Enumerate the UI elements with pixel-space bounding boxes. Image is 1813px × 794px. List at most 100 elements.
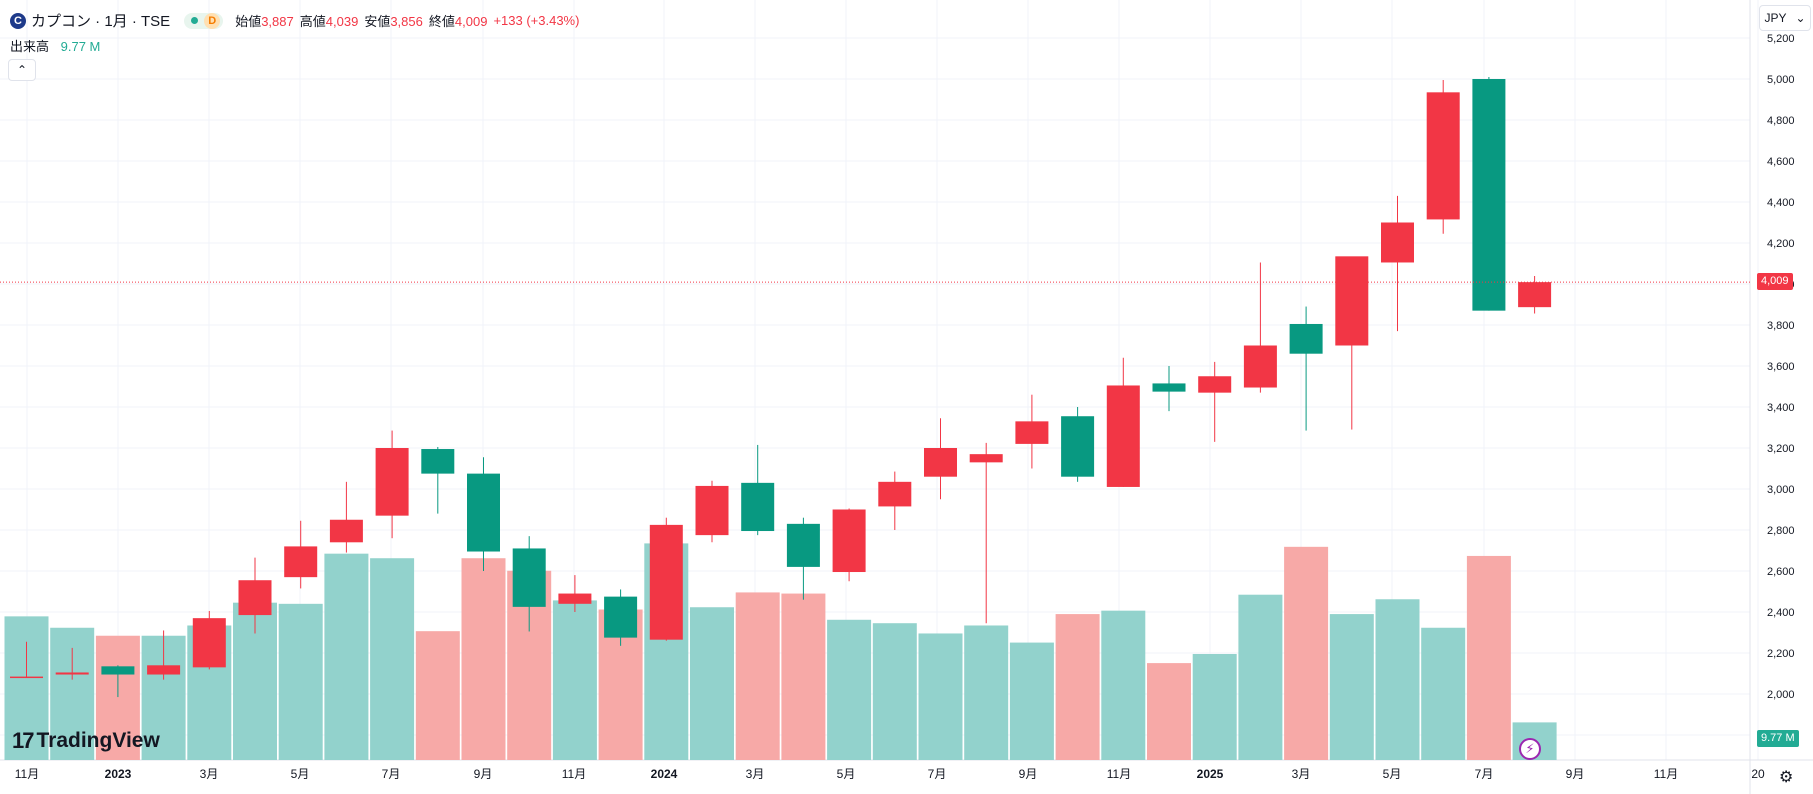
currency-selector[interactable]: JPY ⌄ — [1759, 5, 1811, 31]
y-tick-label: 4,200 — [1767, 238, 1795, 250]
candle-body — [1289, 323, 1323, 354]
volume-bar — [1055, 614, 1100, 760]
volume-bar — [1284, 546, 1329, 760]
candle-body — [329, 519, 363, 543]
ohlc-open: 始値3,887 — [235, 14, 294, 29]
x-tick-label: 9月 — [474, 767, 493, 781]
candle-body — [741, 482, 775, 532]
candle-body — [558, 593, 592, 604]
candle-body — [1015, 421, 1049, 444]
volume-bar — [1466, 555, 1511, 760]
y-tick-label: 5,200 — [1767, 33, 1795, 45]
candle-body — [1106, 385, 1140, 487]
lightning-icon[interactable]: ⚡ — [1519, 738, 1541, 760]
price-axis[interactable]: 5,2005,0004,8004,6004,4004,2004,0003,800… — [1767, 33, 1795, 742]
x-tick-label: 3月 — [746, 767, 765, 781]
candle-body — [192, 618, 226, 668]
x-tick-label: 11月 — [15, 767, 39, 781]
x-tick-label: 11月 — [562, 767, 586, 781]
chevron-down-icon: ⌄ — [1795, 11, 1806, 25]
candle-body — [786, 523, 820, 567]
y-tick-label: 3,200 — [1767, 443, 1795, 455]
volume-bar — [1101, 610, 1146, 760]
x-tick-label: 3月 — [1292, 767, 1311, 781]
volume-bar — [1421, 627, 1466, 760]
volume-bar — [1238, 594, 1283, 760]
volume-bar — [278, 603, 323, 760]
x-tick-label: 5月 — [291, 767, 310, 781]
volume-bar — [4, 616, 49, 760]
x-tick-label: 3月 — [200, 767, 219, 781]
x-tick-label: 7月 — [382, 767, 401, 781]
volume-bars — [4, 543, 1557, 760]
volume-bar — [1192, 653, 1237, 760]
ohlc-low: 安値3,856 — [364, 14, 423, 29]
candle-body — [1426, 92, 1460, 220]
candle-body — [1335, 256, 1369, 346]
candle-body — [604, 596, 638, 638]
tradingview-logo[interactable]: 17 TradingView — [12, 728, 160, 754]
last-volume-label: 9.77 M — [1757, 730, 1799, 747]
time-axis[interactable]: 11月 2023 3月 5月 7月 9月 11月 2024 3月 5月 7月 9月 11月 2025 3月 5… — [15, 767, 1765, 781]
ohlc-change: +133 (+3.43%) — [493, 13, 580, 28]
y-tick-label: 3,000 — [1767, 484, 1795, 496]
volume-bar — [1329, 614, 1374, 760]
volume-label: 出来高 — [10, 39, 50, 54]
candle-body — [1152, 383, 1186, 392]
candle-body — [1381, 222, 1414, 263]
market-status[interactable]: D — [184, 12, 224, 29]
x-tick-label: 2024 — [651, 767, 678, 781]
volume-bar — [552, 600, 597, 760]
y-tick-label: 2,200 — [1767, 648, 1795, 660]
volume-value: 9.77 M — [60, 39, 101, 54]
candle-body — [832, 509, 866, 573]
volume-bar — [461, 558, 506, 760]
y-tick-label: 2,000 — [1767, 689, 1795, 701]
candle-body — [147, 665, 181, 675]
volume-legend[interactable]: 出来高 9.77 M — [10, 36, 100, 55]
candle-body — [375, 448, 409, 516]
candle-body — [924, 448, 957, 477]
y-tick-label: 4,600 — [1767, 156, 1795, 168]
volume-bar — [95, 635, 140, 760]
candle-body — [1518, 282, 1552, 308]
y-tick-label: 3,400 — [1767, 402, 1795, 414]
delayed-data-badge: D — [204, 12, 221, 29]
candle-body — [101, 666, 135, 675]
y-tick-label: 4,400 — [1767, 197, 1795, 209]
x-tick-label: 5月 — [837, 767, 856, 781]
volume-bar — [781, 593, 826, 760]
volume-bar — [415, 631, 460, 760]
ohlc-close: 終値4,009 — [428, 14, 488, 29]
candle-body — [1061, 416, 1095, 477]
volume-bar — [1147, 663, 1191, 760]
ohlc-high: 高値4,039 — [299, 14, 359, 29]
volume-bar — [690, 607, 734, 760]
gear-icon[interactable]: ⚙ — [1779, 769, 1794, 786]
y-tick-label: 5,000 — [1767, 74, 1795, 86]
y-tick-label: 2,400 — [1767, 607, 1795, 619]
volume-bar — [1009, 642, 1054, 760]
x-tick-label: 5月 — [1383, 767, 1402, 781]
y-tick-label: 2,800 — [1767, 525, 1795, 537]
x-tick-label: 2025 — [1197, 767, 1224, 781]
x-tick-label: 9月 — [1566, 767, 1585, 781]
candle-body — [649, 524, 683, 640]
y-tick-label: 3,800 — [1767, 320, 1795, 332]
candle-body — [10, 676, 43, 679]
symbol-title[interactable]: カプコン · 1月 · TSE — [31, 13, 171, 30]
tradingview-wordmark: TradingView — [36, 729, 160, 752]
last-price-label: 4,009 — [1757, 273, 1793, 291]
x-tick-label: 7月 — [928, 767, 947, 781]
x-tick-label: 7月 — [1475, 767, 1494, 781]
candle-body — [467, 473, 500, 552]
candles — [10, 76, 1552, 698]
currency-label: JPY — [1764, 11, 1787, 25]
symbol-legend: C カプコン · 1月 · TSE D 始値3,887 高値4,039 安値3,… — [10, 10, 579, 31]
volume-bar — [735, 592, 780, 760]
x-tick-label: 11月 — [1654, 767, 1678, 781]
collapse-legend-button[interactable]: ⌃ — [8, 59, 36, 81]
candle-body — [1198, 376, 1232, 393]
